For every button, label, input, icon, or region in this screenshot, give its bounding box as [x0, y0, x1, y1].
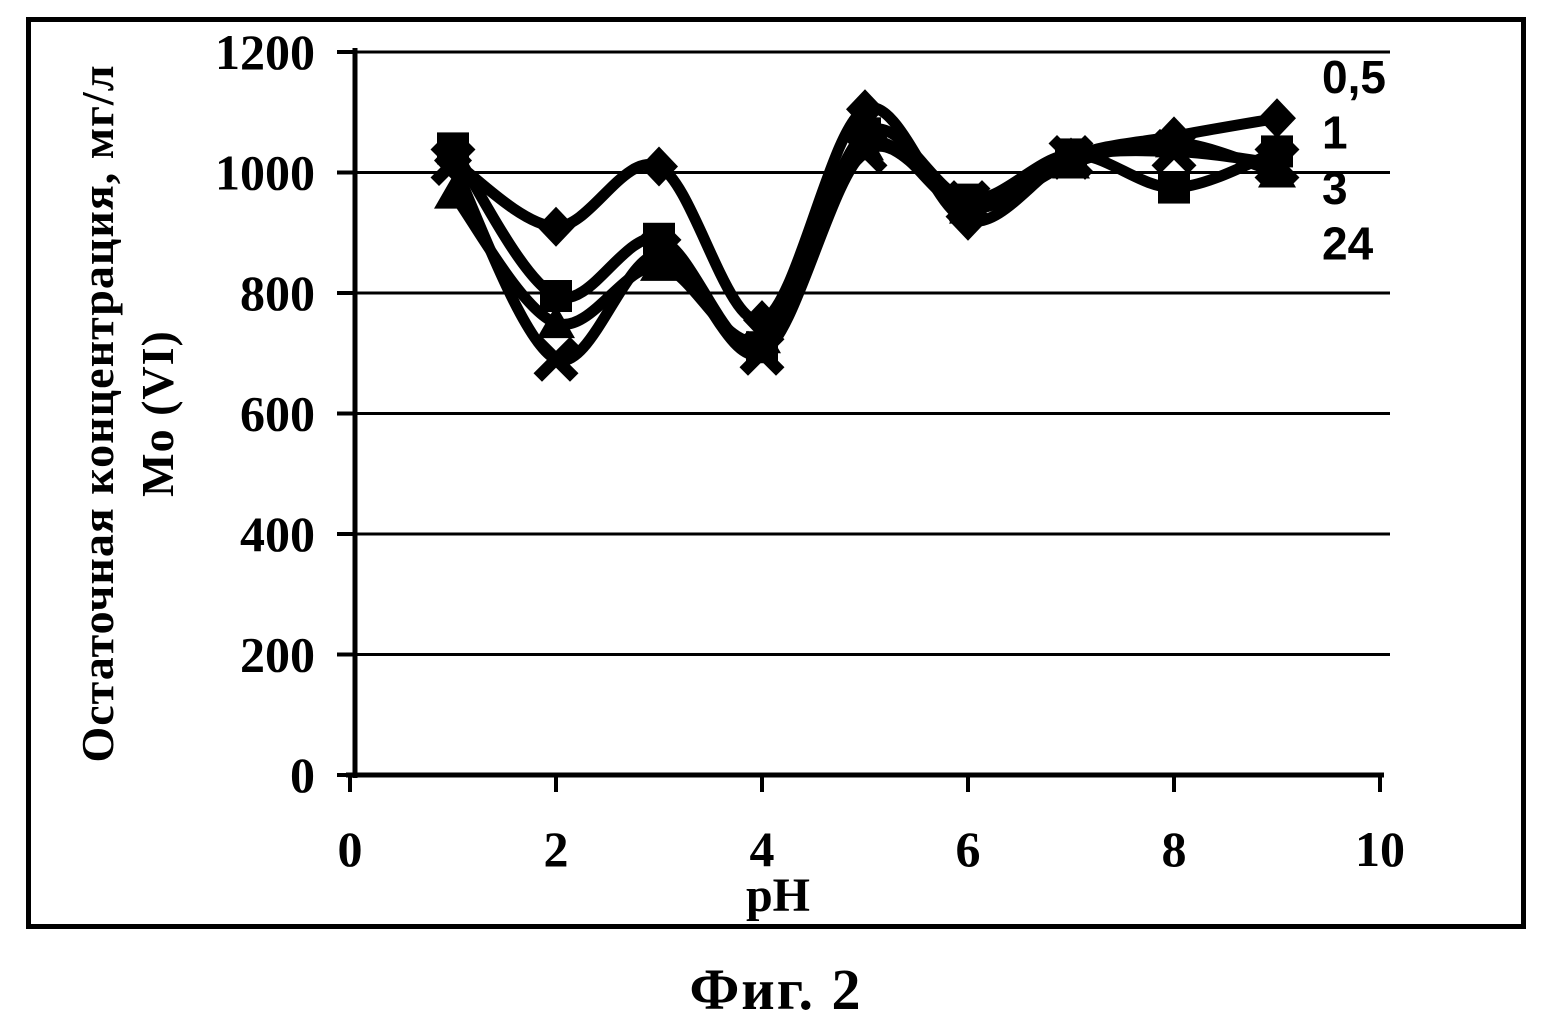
y-tick-label-600: 600 — [240, 386, 315, 442]
x-axis-title: pH — [745, 869, 811, 922]
x-tick-label-6: 6 — [956, 821, 981, 877]
marker-x-24 — [945, 180, 991, 226]
marker-triangle-3 — [537, 305, 575, 339]
marker-x-24 — [1254, 140, 1300, 186]
y-axis-title-line2: Mo (VI) — [132, 330, 183, 497]
marker-x-24 — [430, 140, 476, 186]
marker-triangle-3 — [434, 175, 472, 209]
x-tick-label-8: 8 — [1162, 821, 1187, 877]
marker-diamond-0,5 — [537, 206, 575, 247]
marker-diamond-0,5 — [743, 300, 781, 341]
x-tick-label-0: 0 — [338, 821, 363, 877]
x-tick-label-2: 2 — [544, 821, 569, 877]
series-line-24 — [447, 140, 1283, 366]
marker-x-24 — [1151, 128, 1197, 174]
marker-x-24 — [842, 128, 888, 174]
marker-triangle-3 — [640, 247, 678, 281]
marker-x-24 — [739, 330, 785, 376]
legend-label-1: 1 — [1322, 107, 1348, 159]
marker-diamond-0,5 — [640, 146, 678, 187]
marker-square-1 — [1158, 171, 1190, 204]
legend-label-0,5: 0,5 — [1322, 51, 1386, 103]
y-tick-label-400: 400 — [240, 506, 315, 562]
legend-label-24: 24 — [1322, 218, 1374, 270]
legend-label-3: 3 — [1322, 162, 1348, 214]
y-tick-label-1000: 1000 — [215, 145, 315, 201]
y-tick-label-0: 0 — [290, 747, 315, 803]
marker-x-24 — [1048, 134, 1094, 180]
marker-x-24 — [533, 336, 579, 382]
marker-diamond-0,5 — [1258, 98, 1296, 139]
y-axis-title-line1: Остаточная концентрация, мг/л — [72, 64, 124, 763]
y-tick-label-800: 800 — [240, 265, 315, 321]
y-axis-title: Остаточная концентрация, мг/л Mo (VI) — [58, 52, 198, 775]
figure-caption: Фиг. 2 — [689, 957, 863, 1022]
y-tick-label-200: 200 — [240, 627, 315, 683]
y-tick-label-1200: 1200 — [215, 24, 315, 80]
x-tick-label-10: 10 — [1355, 821, 1405, 877]
marker-x-24 — [636, 231, 682, 277]
x-tick-label-4: 4 — [750, 821, 775, 877]
